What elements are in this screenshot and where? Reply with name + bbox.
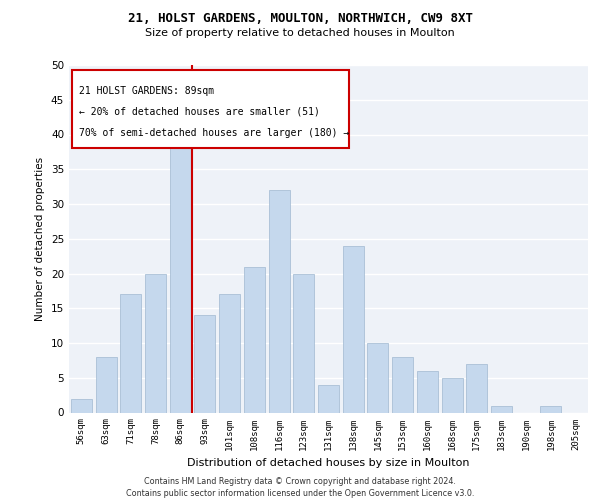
Bar bbox=[219, 294, 240, 412]
Bar bbox=[293, 274, 314, 412]
Bar bbox=[269, 190, 290, 412]
Bar bbox=[95, 357, 116, 412]
Bar bbox=[194, 315, 215, 412]
Bar bbox=[417, 371, 438, 412]
Bar bbox=[71, 398, 92, 412]
Bar bbox=[541, 406, 562, 412]
Text: 70% of semi-detached houses are larger (180) →: 70% of semi-detached houses are larger (… bbox=[79, 128, 350, 138]
Bar bbox=[170, 128, 191, 412]
Bar bbox=[392, 357, 413, 412]
Bar bbox=[442, 378, 463, 412]
Bar bbox=[244, 266, 265, 412]
Bar bbox=[367, 343, 388, 412]
Bar bbox=[145, 274, 166, 412]
Bar bbox=[491, 406, 512, 412]
Text: 21 HOLST GARDENS: 89sqm: 21 HOLST GARDENS: 89sqm bbox=[79, 86, 215, 96]
Y-axis label: Number of detached properties: Number of detached properties bbox=[35, 156, 46, 321]
Text: Contains HM Land Registry data © Crown copyright and database right 2024.: Contains HM Land Registry data © Crown c… bbox=[144, 477, 456, 486]
Bar bbox=[343, 246, 364, 412]
Bar bbox=[120, 294, 141, 412]
Text: 21, HOLST GARDENS, MOULTON, NORTHWICH, CW9 8XT: 21, HOLST GARDENS, MOULTON, NORTHWICH, C… bbox=[128, 12, 473, 26]
Text: Contains public sector information licensed under the Open Government Licence v3: Contains public sector information licen… bbox=[126, 488, 474, 498]
Bar bbox=[318, 384, 339, 412]
Bar bbox=[71, 70, 349, 148]
Text: Size of property relative to detached houses in Moulton: Size of property relative to detached ho… bbox=[145, 28, 455, 38]
X-axis label: Distribution of detached houses by size in Moulton: Distribution of detached houses by size … bbox=[187, 458, 470, 468]
Bar bbox=[466, 364, 487, 412]
Text: ← 20% of detached houses are smaller (51): ← 20% of detached houses are smaller (51… bbox=[79, 106, 320, 117]
